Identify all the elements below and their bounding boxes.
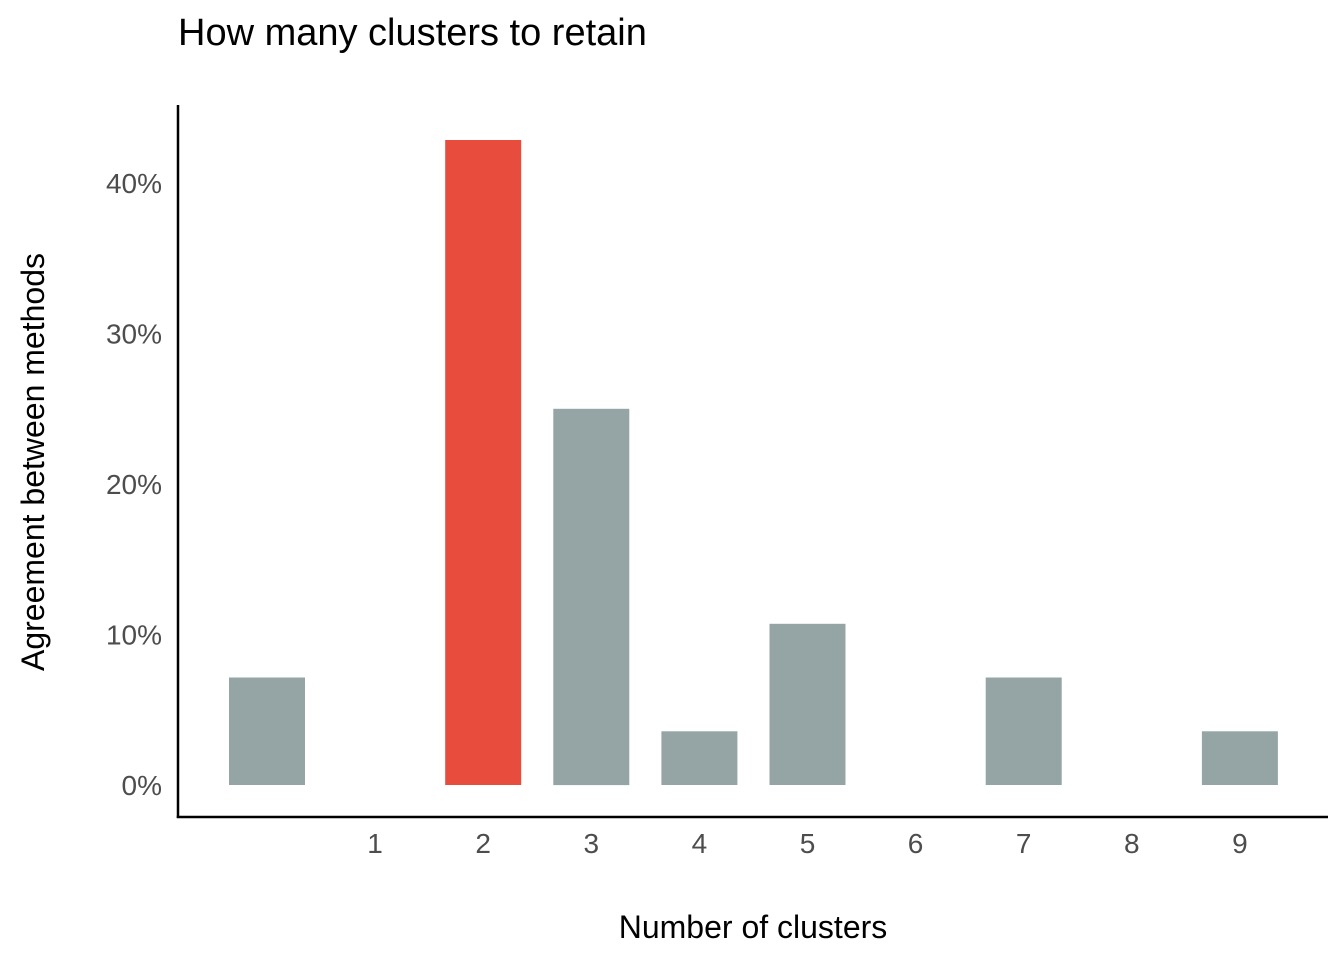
y-tick-label: 30%: [106, 319, 162, 350]
x-tick-label: 4: [692, 828, 708, 859]
x-tick-label: 3: [584, 828, 600, 859]
x-tick-label: 9: [1232, 828, 1248, 859]
bar-9: [1201, 731, 1278, 785]
bar-7: [985, 677, 1062, 785]
y-axis-title: Agreement between methods: [15, 253, 51, 671]
x-tick-label: 6: [908, 828, 924, 859]
y-tick-label: 20%: [106, 469, 162, 500]
x-axis-title: Number of clusters: [619, 909, 888, 945]
bar-5: [769, 623, 846, 785]
bar-2: [445, 140, 522, 785]
x-tick-label: 7: [1016, 828, 1032, 859]
bars-group: [229, 140, 1278, 786]
bar-4: [661, 731, 738, 785]
bar-blank: [229, 677, 305, 785]
chart-title: How many clusters to retain: [178, 12, 647, 54]
bar-3: [553, 408, 630, 786]
x-tick-label: 5: [800, 828, 816, 859]
y-tick-label: 10%: [106, 620, 162, 651]
y-tick-label: 0%: [122, 770, 162, 801]
y-tick-label: 40%: [106, 168, 162, 199]
y-tick-labels: 0% 10% 20% 30% 40%: [106, 168, 162, 801]
x-tick-label: 1: [367, 828, 383, 859]
x-tick-label: 8: [1124, 828, 1140, 859]
x-tick-label: 2: [475, 828, 491, 859]
x-tick-labels: 1 2 3 4 5 6 7 8 9: [367, 828, 1247, 859]
